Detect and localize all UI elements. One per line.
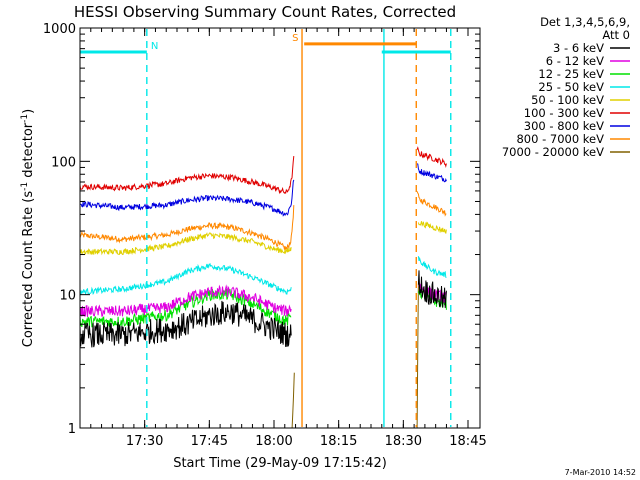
legend-entry-label: 7000 - 20000 keV bbox=[502, 145, 604, 159]
flag-label-1: S bbox=[292, 33, 298, 44]
series-5-segment-1 bbox=[416, 146, 447, 168]
series-7 bbox=[80, 191, 447, 251]
series-0-segment-0 bbox=[80, 300, 292, 348]
y-tick-label: 1 bbox=[68, 422, 76, 437]
series-8-segment-1 bbox=[416, 284, 419, 428]
overlay-layer: NS bbox=[80, 29, 452, 427]
x-axis-label: Start Time (29-May-09 17:15:42) bbox=[173, 456, 387, 471]
legend-entry-label: 3 - 6 keV bbox=[553, 41, 604, 55]
x-tick-label: 18:45 bbox=[449, 434, 486, 449]
legend-entry-label: 300 - 800 keV bbox=[524, 119, 604, 133]
y-axis: 1000 100 10 1 bbox=[43, 22, 480, 437]
x-tick-label: 17:45 bbox=[191, 434, 228, 449]
series-8-segment-0 bbox=[291, 372, 295, 428]
x-tick-label: 17:30 bbox=[126, 434, 163, 449]
x-axis: 17:30 17:45 18:00 18:15 18:30 18:45 bbox=[79, 28, 487, 449]
series-4 bbox=[80, 221, 447, 256]
y-tick-label: 1000 bbox=[43, 22, 76, 37]
plot-frame bbox=[79, 27, 481, 429]
series-5 bbox=[80, 146, 447, 195]
series-3 bbox=[80, 256, 447, 295]
legend-header-line2: Att 0 bbox=[602, 28, 630, 42]
flag-label-0: N bbox=[151, 41, 158, 52]
legend-entry-label: 800 - 7000 keV bbox=[516, 132, 604, 146]
chart-title: HESSI Observing Summary Count Rates, Cor… bbox=[74, 3, 456, 21]
series-2-segment-0 bbox=[80, 288, 292, 328]
y-tick-label: 10 bbox=[59, 289, 76, 304]
y-tick-label: 100 bbox=[51, 155, 76, 170]
series-3-segment-0 bbox=[80, 262, 292, 295]
series-0 bbox=[80, 270, 447, 348]
footer-timestamp: 7-Mar-2010 14:52 bbox=[565, 468, 636, 477]
series-8 bbox=[291, 284, 419, 428]
series-5-segment-0 bbox=[80, 156, 295, 195]
series-4-segment-1 bbox=[417, 221, 447, 234]
legend-header-line1: Det 1,3,4,5,6,9, bbox=[540, 15, 630, 29]
legend-entry-label: 25 - 50 keV bbox=[538, 80, 604, 94]
y-axis-label-main: Corrected Count Rate (s bbox=[21, 191, 36, 348]
series-0-segment-1 bbox=[417, 270, 447, 308]
legend-entry-label: 100 - 300 keV bbox=[524, 106, 604, 120]
series-1-segment-0 bbox=[80, 284, 292, 318]
x-tick-label: 18:30 bbox=[385, 434, 422, 449]
series-7-segment-1 bbox=[416, 191, 447, 217]
x-tick-label: 18:00 bbox=[255, 434, 292, 449]
series-6-segment-0 bbox=[80, 179, 295, 217]
series-7-segment-0 bbox=[80, 205, 295, 251]
legend-entry-label: 6 - 12 keV bbox=[546, 54, 604, 68]
y-axis-label-sup1: -1 bbox=[20, 182, 30, 191]
legend-entry-label: 50 - 100 keV bbox=[531, 93, 604, 107]
series-3-segment-1 bbox=[417, 256, 447, 279]
series-6 bbox=[80, 163, 447, 217]
legend-entry-label: 12 - 25 keV bbox=[538, 67, 604, 81]
series-4-segment-0 bbox=[80, 232, 292, 256]
series-6-segment-1 bbox=[416, 163, 447, 183]
x-tick-label: 18:15 bbox=[320, 434, 357, 449]
y-axis-label-mid: detector bbox=[21, 122, 36, 182]
data-layer bbox=[80, 146, 447, 428]
y-axis-label-end: ) bbox=[21, 109, 36, 114]
y-axis-label: Corrected Count Rate (s-1 detector-1) bbox=[20, 109, 36, 347]
y-axis-label-sup2: -1 bbox=[20, 114, 30, 123]
